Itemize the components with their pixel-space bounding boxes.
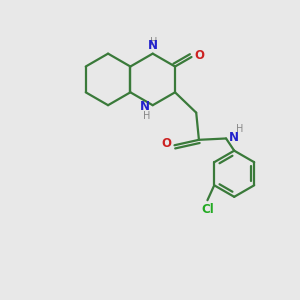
Text: H: H [150, 37, 158, 47]
Text: N: N [140, 100, 150, 113]
Text: N: N [229, 130, 239, 144]
Text: H: H [236, 124, 244, 134]
Text: H: H [142, 111, 150, 121]
Text: Cl: Cl [201, 203, 214, 216]
Text: N: N [148, 39, 158, 52]
Text: O: O [194, 49, 204, 62]
Text: O: O [162, 137, 172, 150]
